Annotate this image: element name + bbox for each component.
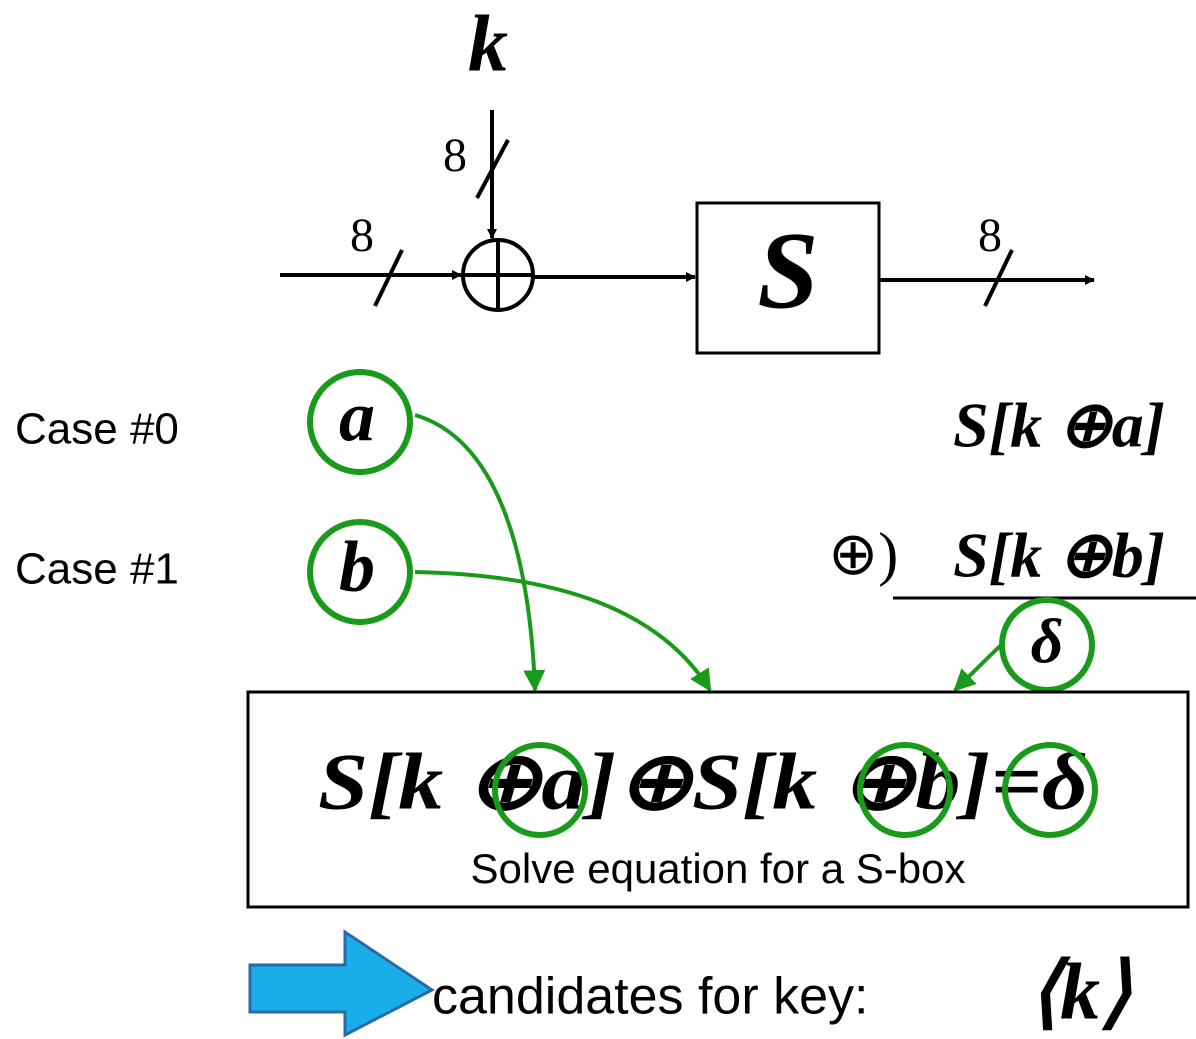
input-width: 8 [350, 209, 374, 262]
equation-box [246, 690, 1190, 909]
equation-caption: Solve equation for a S-box [471, 845, 966, 892]
equation: S[k ⊕a]⊕S[k ⊕b]=δ [318, 738, 1088, 826]
highlight-circle [307, 369, 413, 475]
highlight-circle [492, 742, 588, 838]
result-value: ⟨k⟩ [1029, 948, 1132, 1036]
key-label: k [468, 0, 508, 88]
case-output: S[k ⊕b] [953, 520, 1165, 591]
highlight-circle [1002, 742, 1098, 838]
sbox [695, 201, 881, 355]
flow-arrow [953, 641, 1005, 692]
highlight-circle [307, 519, 413, 625]
width-slash [983, 249, 1014, 307]
case-input: b [339, 527, 375, 607]
flow-arrow [414, 413, 546, 693]
sbox-label: S [757, 209, 818, 331]
result-arrow [248, 929, 435, 1038]
case-input: a [339, 377, 375, 457]
difference: δ [1031, 606, 1064, 677]
width-slash [373, 249, 404, 307]
case-label: Case #0 [15, 405, 179, 454]
highlight-circle [857, 742, 953, 838]
case-output: S[k ⊕a] [953, 390, 1165, 461]
xor-operator: ⊕) [828, 521, 898, 587]
key-width: 8 [443, 129, 467, 182]
output-width: 8 [978, 209, 1002, 262]
result-label: candidates for key: [432, 968, 868, 1026]
case-label: Case #1 [15, 545, 179, 594]
flow-arrow [414, 570, 712, 692]
width-slash [475, 139, 510, 199]
